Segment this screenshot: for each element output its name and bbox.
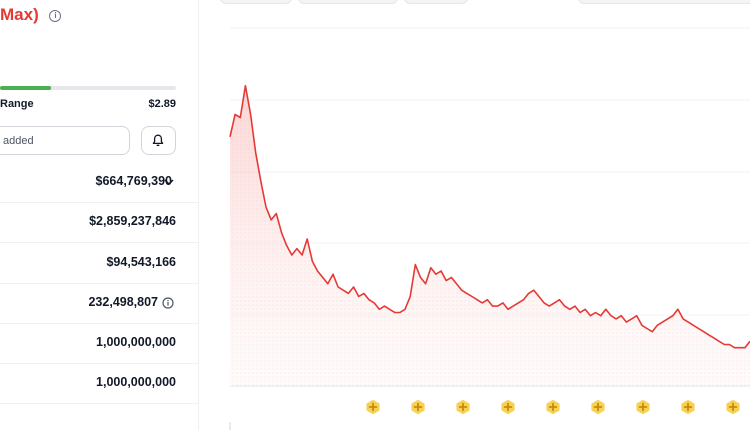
info-icon[interactable]: i [49,10,62,22]
stat-value: 1,000,000,000 [96,335,176,349]
event-star-icon[interactable] [455,399,471,415]
event-star-icon[interactable] [725,399,741,415]
title-text: Max) [0,5,39,24]
stat-row: 1,000,000,000 [0,323,198,364]
stat-row: 1,000,000,000 [0,363,198,404]
event-star-icon[interactable] [590,399,606,415]
token-stats-panel: Max) i Range $2.89 added $664,769,390 $2… [0,0,198,430]
stat-value: $664,769,390 [95,174,172,188]
price-range-fill [0,86,52,90]
info-icon[interactable] [162,297,174,309]
event-star-icon[interactable] [635,399,651,415]
event-star-icon[interactable] [680,399,696,415]
stat-value: 232,498,807 [88,295,158,309]
range-high-value: $2.89 [148,98,176,110]
price-line [229,84,750,349]
event-star-icon[interactable] [500,399,516,415]
chevron-down-icon[interactable] [164,178,174,186]
stat-row: $94,543,166 [0,243,198,284]
bell-icon [152,134,164,147]
price-alert-field[interactable]: added [0,126,130,155]
price-area-texture [230,85,750,386]
stat-value: 1,000,000,000 [96,375,176,389]
panel-divider [198,0,199,430]
event-star-icon[interactable] [410,399,426,415]
stat-value: $94,543,166 [106,255,176,269]
price-range-bar [0,86,176,90]
stat-row: 232,498,807 [0,283,198,324]
range-label: Range [0,98,34,110]
price-chart-svg [229,27,750,430]
stat-row: $2,859,237,846 [0,202,198,243]
page-title: Max) i [0,5,62,25]
event-star-icon[interactable] [545,399,561,415]
stat-row-market-cap[interactable]: $664,769,390 [0,162,198,203]
stat-value: $2,859,237,846 [89,214,176,228]
price-alert-button[interactable] [141,126,176,155]
price-chart[interactable] [200,0,750,430]
event-star-icon[interactable] [365,399,381,415]
